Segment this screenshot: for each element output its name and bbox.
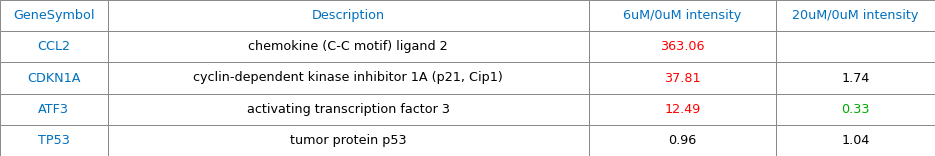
Text: 6uM/0uM intensity: 6uM/0uM intensity — [624, 9, 741, 22]
Bar — [108, 125, 589, 156]
Bar — [589, 125, 776, 156]
Bar — [589, 62, 776, 94]
Bar — [776, 31, 935, 62]
Text: 37.81: 37.81 — [664, 71, 701, 85]
Bar — [589, 0, 776, 31]
Bar — [0, 125, 108, 156]
Text: 20uM/0uM intensity: 20uM/0uM intensity — [792, 9, 919, 22]
Bar — [0, 62, 108, 94]
Text: 12.49: 12.49 — [665, 103, 700, 116]
Bar — [108, 0, 589, 31]
Bar — [776, 0, 935, 31]
Text: ATF3: ATF3 — [38, 103, 69, 116]
Text: chemokine (C-C motif) ligand 2: chemokine (C-C motif) ligand 2 — [249, 40, 448, 53]
Bar — [776, 62, 935, 94]
Bar — [0, 94, 108, 125]
Bar — [108, 94, 589, 125]
Text: Description: Description — [311, 9, 385, 22]
Bar — [0, 31, 108, 62]
Text: 363.06: 363.06 — [660, 40, 705, 53]
Text: 0.96: 0.96 — [669, 134, 697, 147]
Text: 0.33: 0.33 — [842, 103, 870, 116]
Text: activating transcription factor 3: activating transcription factor 3 — [247, 103, 450, 116]
Bar — [589, 94, 776, 125]
Text: CCL2: CCL2 — [37, 40, 70, 53]
Bar — [589, 31, 776, 62]
Text: 1.74: 1.74 — [842, 71, 870, 85]
Text: GeneSymbol: GeneSymbol — [13, 9, 94, 22]
Text: TP53: TP53 — [37, 134, 70, 147]
Bar — [108, 62, 589, 94]
Text: 1.04: 1.04 — [842, 134, 870, 147]
Bar — [0, 0, 108, 31]
Bar — [108, 31, 589, 62]
Text: CDKN1A: CDKN1A — [27, 71, 80, 85]
Bar — [776, 94, 935, 125]
Text: tumor protein p53: tumor protein p53 — [290, 134, 407, 147]
Bar — [776, 125, 935, 156]
Text: cyclin-dependent kinase inhibitor 1A (p21, Cip1): cyclin-dependent kinase inhibitor 1A (p2… — [194, 71, 503, 85]
